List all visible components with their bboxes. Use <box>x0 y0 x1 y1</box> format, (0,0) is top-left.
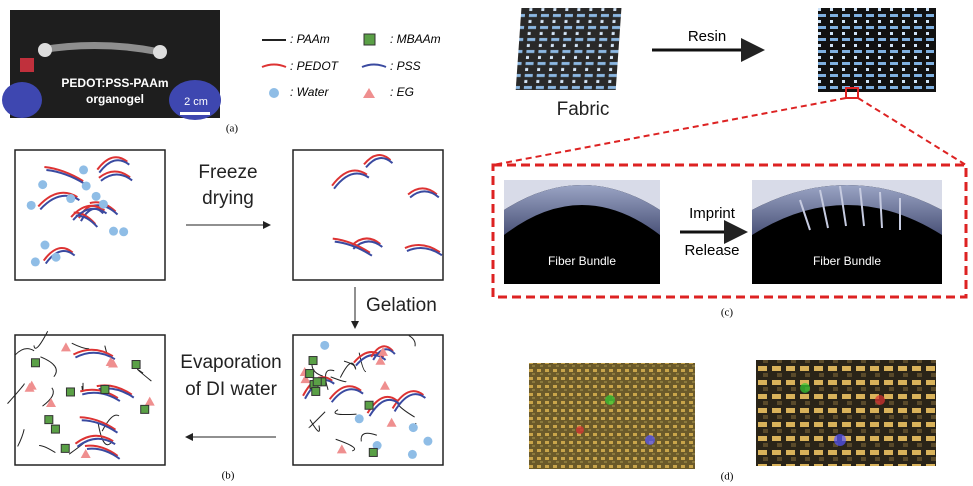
schematic-decor <box>408 450 417 459</box>
schematic-decor <box>8 384 25 404</box>
legend-label: : Water <box>290 85 329 99</box>
figure: PEDOT:PSS-PAAm organogel 2 cm (a) : PAAm… <box>0 0 973 486</box>
scale-bar-label: 2 cm <box>184 96 208 108</box>
schematic-decor <box>370 400 400 416</box>
schematic-decor <box>145 397 155 406</box>
schematic-decor <box>375 356 385 365</box>
schematic-decor <box>45 416 53 424</box>
schematic-decor <box>27 201 36 210</box>
step-label: Freeze <box>198 162 257 183</box>
schematic-decor <box>306 370 314 378</box>
fabric-image <box>516 8 622 90</box>
schematic-decor <box>15 349 34 355</box>
imprint-label: Imprint <box>689 205 736 222</box>
schematic-decor <box>361 433 377 441</box>
schematic-decor <box>40 357 56 377</box>
schematic-decor <box>334 174 369 189</box>
schematic-decor <box>119 227 128 236</box>
schematic-decor <box>309 412 325 428</box>
schematic-decor <box>82 181 91 190</box>
schematic-decor <box>409 423 418 432</box>
schematic-decor <box>141 405 149 413</box>
schematic-decor <box>97 157 127 169</box>
schematic-decor <box>397 399 415 417</box>
schematic-decor <box>61 444 69 452</box>
legend-label: : PEDOT <box>290 59 340 73</box>
schematic-decor <box>330 386 361 399</box>
caption: (b) <box>222 470 235 482</box>
caption: (c) <box>721 307 734 319</box>
resin-label: Resin <box>688 28 726 45</box>
bundle-label: Fiber Bundle <box>813 254 881 268</box>
schematic-decor <box>18 429 24 446</box>
schematic-decor <box>51 425 59 433</box>
schematic-decor <box>66 388 74 396</box>
step-label: Evaporation <box>180 352 281 373</box>
photo-label: organogel <box>86 92 144 106</box>
schematic-decor <box>39 445 55 452</box>
schematic-decor <box>132 361 140 369</box>
release-label: Release <box>684 242 739 259</box>
schematic-decor <box>31 257 40 266</box>
schematic-decor <box>61 342 71 351</box>
schematic-decor <box>336 439 355 451</box>
schematic-decor <box>66 194 75 203</box>
schematic-decor <box>320 341 329 350</box>
schematic-decor <box>309 357 317 365</box>
schematic-decor <box>312 387 320 395</box>
fabric-label: Fabric <box>557 99 610 120</box>
step-label: Gelation <box>366 295 437 316</box>
schematic-decor <box>81 449 91 458</box>
photo-label: PEDOT:PSS-PAAm <box>61 76 168 90</box>
bundle-label: Fiber Bundle <box>548 254 616 268</box>
schematic-decor <box>40 241 49 250</box>
legend-label: : PSS <box>390 59 421 73</box>
schematic-decor <box>92 192 101 201</box>
schematic-decor <box>337 444 347 453</box>
fiber-right <box>752 180 942 284</box>
schematic-decor <box>52 253 61 262</box>
photo-d-left <box>529 363 695 469</box>
schematic-decor <box>79 165 88 174</box>
schematic-decor <box>31 359 39 367</box>
schematic-decor <box>423 437 432 446</box>
coated-fabric <box>818 8 936 92</box>
schematic-decor <box>34 331 48 348</box>
photo-d-right <box>756 360 936 466</box>
legend-label: : MBAAm <box>390 32 441 46</box>
schematic-decor <box>369 448 377 456</box>
schematic-decor <box>101 385 109 393</box>
caption: (a) <box>226 123 239 135</box>
step-label: drying <box>202 188 254 209</box>
schematic-decor <box>38 180 47 189</box>
step-label: of DI water <box>185 379 278 400</box>
schematic-decor <box>335 410 356 415</box>
schematic-decor <box>365 401 373 409</box>
legend-label: : PAAm <box>290 32 330 46</box>
legend-label: : EG <box>390 85 414 99</box>
schematic-decor <box>313 378 321 386</box>
schematic-decor <box>387 418 397 427</box>
schematic-decor <box>331 377 346 382</box>
schematic-decor <box>409 336 415 347</box>
schematic-decor <box>82 393 120 401</box>
fiber-left <box>504 180 660 284</box>
caption: (d) <box>721 471 734 483</box>
schematic-decor <box>355 414 364 423</box>
schematic-decor <box>99 200 108 209</box>
schematic-decor <box>380 381 390 390</box>
schematic-decor <box>138 369 152 381</box>
schematic-decor <box>72 343 89 349</box>
schematic-decor <box>109 227 118 236</box>
